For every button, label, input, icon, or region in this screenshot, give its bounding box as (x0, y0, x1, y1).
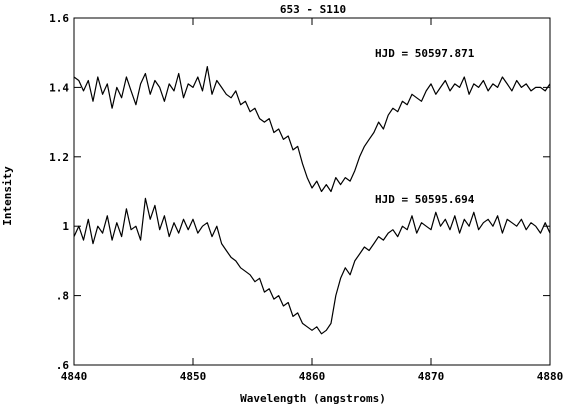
annotation-hjd-upper: HJD = 50597.871 (375, 47, 475, 60)
series-line-lower (73, 197, 551, 335)
series-lines (73, 65, 551, 335)
x-tick-label: 4880 (537, 370, 564, 383)
axis-ticks (73, 17, 551, 366)
x-tick-label: 4870 (418, 370, 445, 383)
y-axis-label: Intensity (1, 166, 14, 226)
x-tick-label: 4850 (180, 370, 207, 383)
y-tick-label: .6 (56, 359, 70, 372)
x-tick-label: 4840 (61, 370, 88, 383)
x-tick-labels: 4840 4850 4860 4870 4880 (61, 370, 564, 383)
x-tick-label: 4860 (299, 370, 326, 383)
y-tick-labels: .6 .8 1 1.2 1.4 1.6 (49, 12, 69, 372)
series-line-upper (73, 65, 551, 193)
y-tick-label: 1.2 (49, 151, 69, 164)
annotation-hjd-lower: HJD = 50595.694 (375, 193, 475, 206)
y-tick-label: 1.4 (49, 81, 69, 94)
y-tick-label: 1 (62, 220, 69, 233)
plot-frame (73, 17, 551, 366)
y-tick-label: 1.6 (49, 12, 69, 25)
x-axis-label: Wavelength (angstroms) (240, 392, 386, 405)
chart-title: 653 - S110 (280, 3, 346, 16)
y-tick-label: .8 (56, 290, 69, 303)
